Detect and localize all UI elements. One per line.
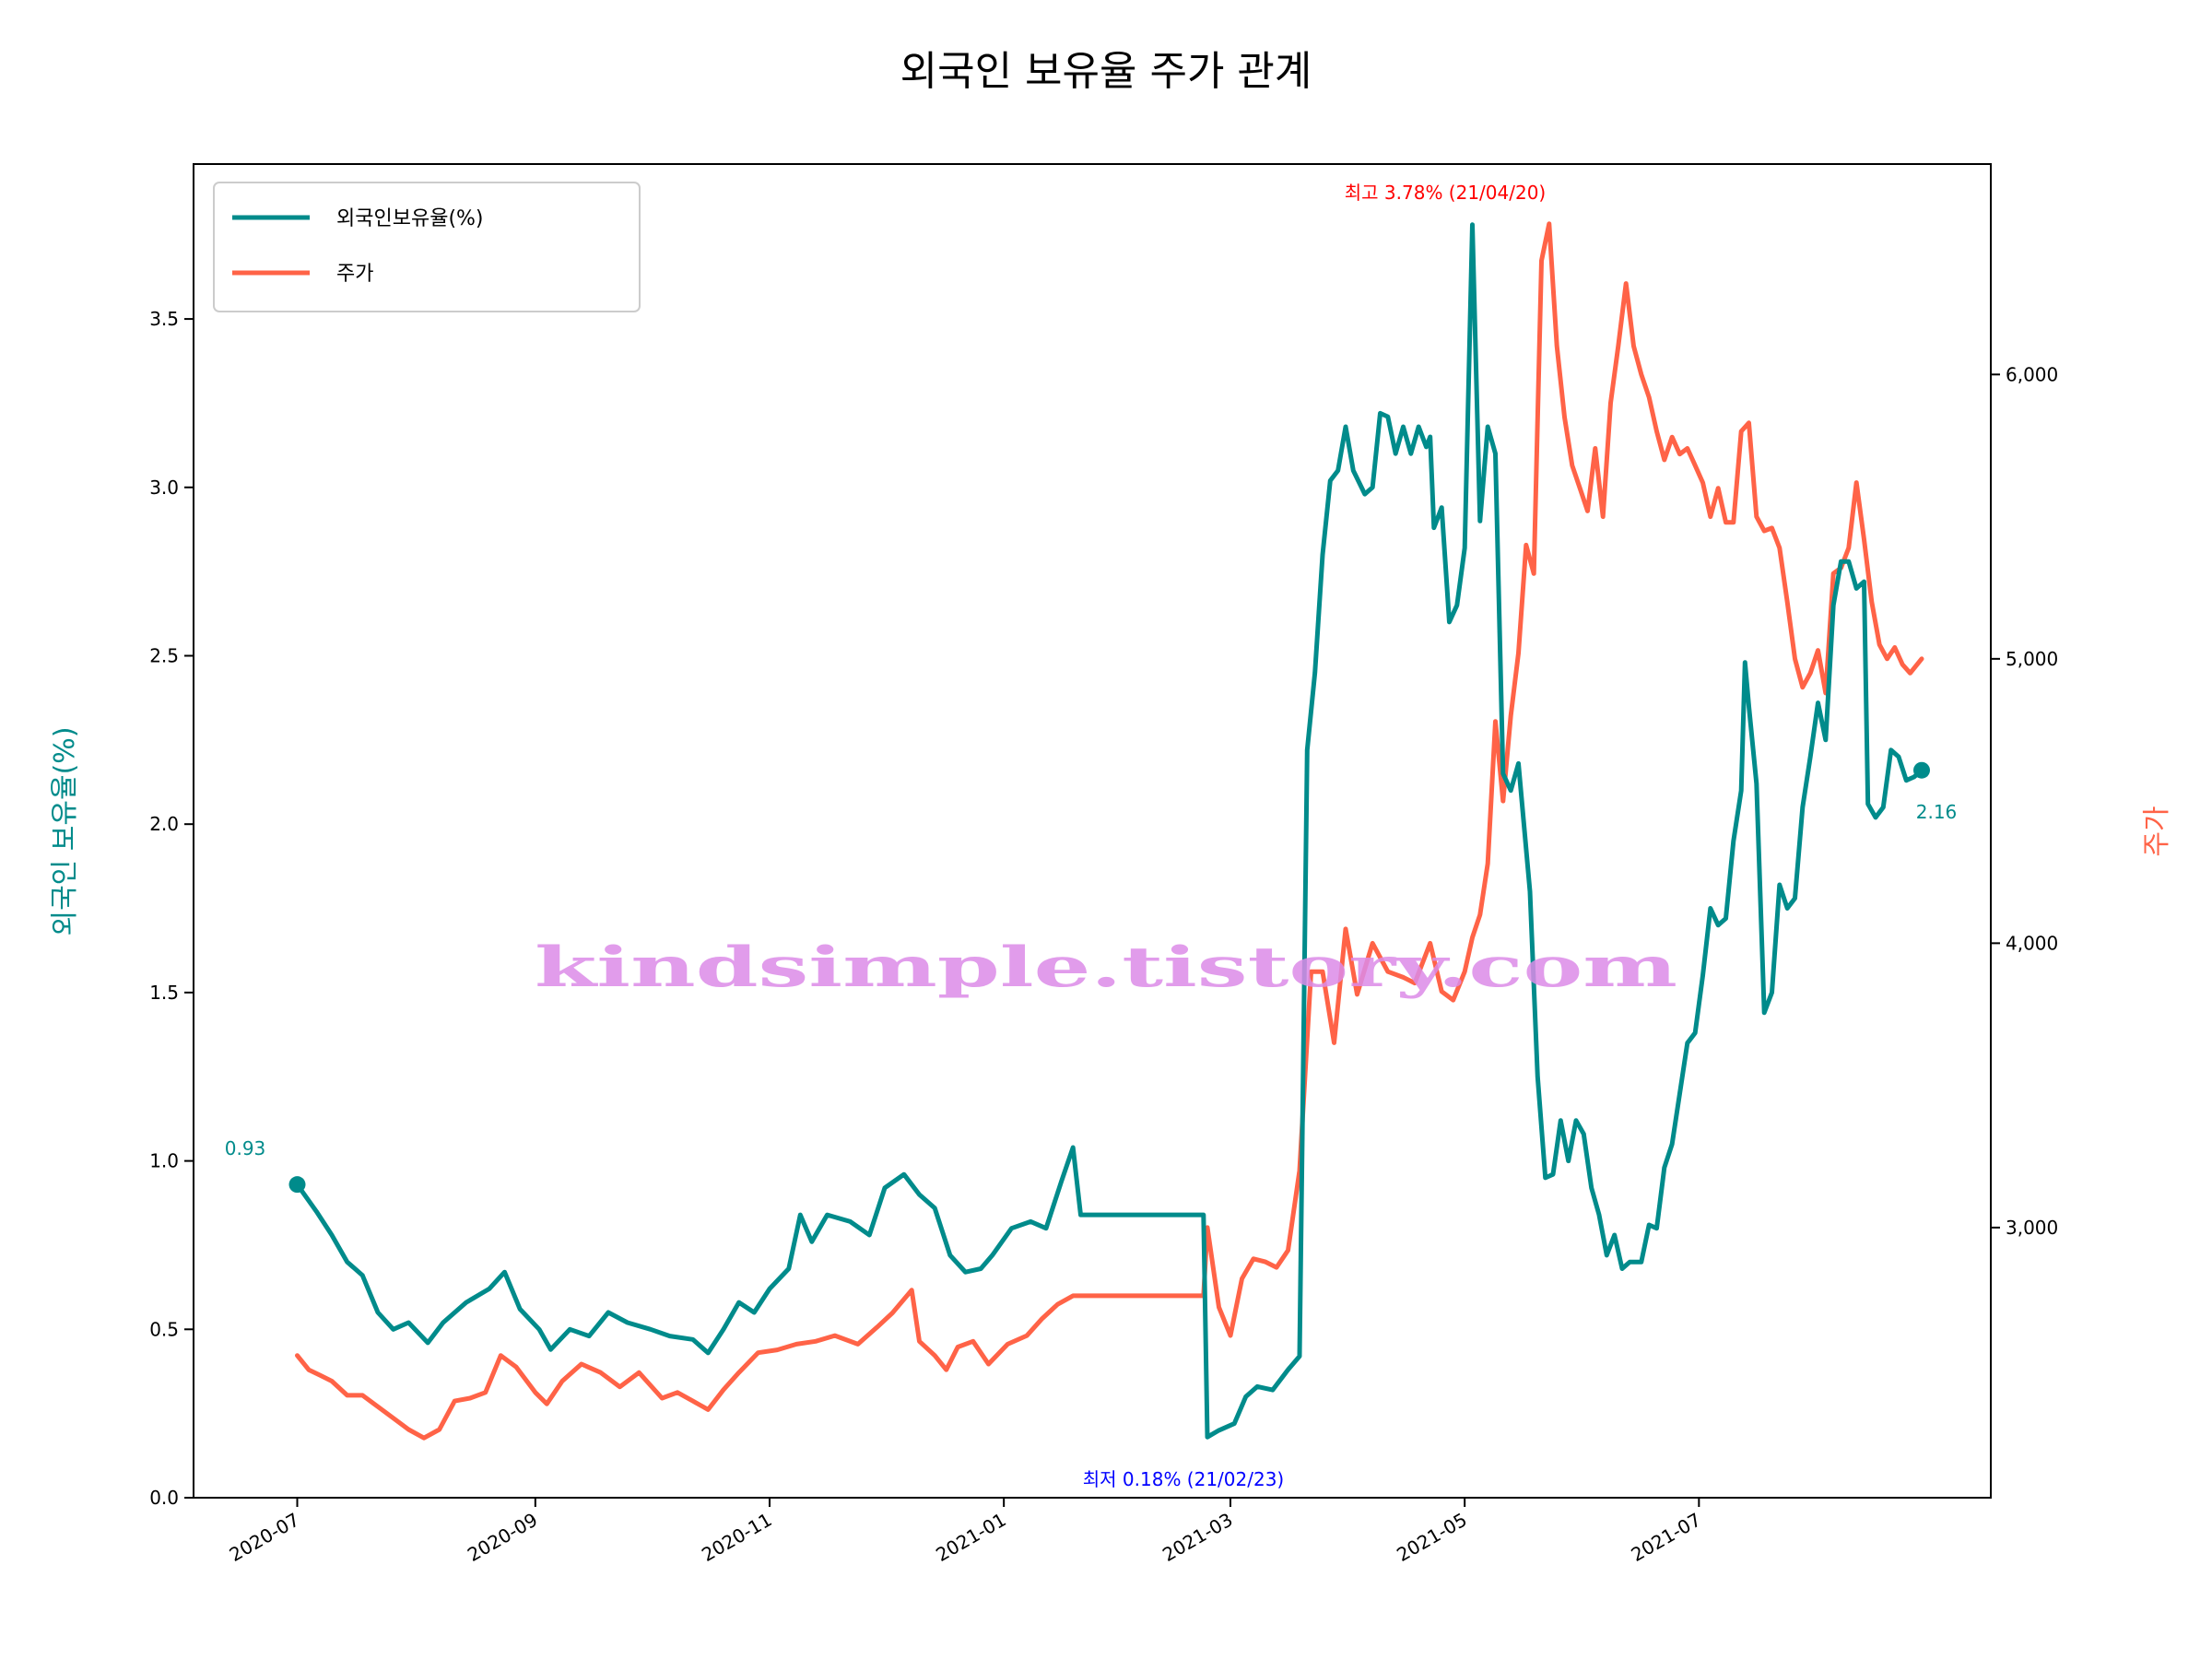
x-tick-label: 2020-11 bbox=[698, 1509, 775, 1567]
legend-label-ownership: 외국인보유율(%) bbox=[336, 207, 484, 230]
x-tick-label: 2020-09 bbox=[464, 1509, 541, 1567]
y-left-tick-label: 3.0 bbox=[149, 477, 179, 499]
y-left-tick-label: 0.0 bbox=[149, 1487, 179, 1509]
series-layer bbox=[288, 221, 1930, 1441]
x-tick-label: 2021-05 bbox=[1393, 1509, 1470, 1567]
y-left-tick-label: 1.5 bbox=[149, 982, 179, 1004]
min-annotation: 최저 0.18% (21/02/23) bbox=[1083, 1468, 1284, 1490]
y-left-tick-label: 2.0 bbox=[149, 813, 179, 835]
y-axis-right-label: 주가 bbox=[2141, 806, 2173, 856]
y-right-tick-label: 6,000 bbox=[2006, 363, 2058, 385]
y-right-tick-label: 4,000 bbox=[2006, 932, 2058, 954]
max-annotation: 최고 3.78% (21/04/20) bbox=[1345, 182, 1546, 204]
end-point-marker bbox=[1913, 761, 1930, 779]
x-tick-label: 2021-01 bbox=[932, 1509, 1009, 1567]
price-line bbox=[295, 221, 1924, 1441]
end-value-label: 2.16 bbox=[1916, 801, 1958, 823]
y-axis-left-label: 외국인 보유율(%) bbox=[49, 726, 81, 935]
start-value-label: 0.93 bbox=[225, 1137, 266, 1159]
y-left-tick-label: 0.5 bbox=[149, 1318, 179, 1340]
plot-area bbox=[193, 163, 1992, 1499]
x-axis: 2020-07 2020-09 2020-11 2021-01 2021-03 2021-… bbox=[226, 1498, 1705, 1566]
watermark: kindsimple.tistory.com bbox=[535, 935, 1677, 1000]
y-axis-left: 0.0 0.5 1.0 1.5 2.0 2.5 3.0 3.5 bbox=[149, 308, 194, 1509]
y-right-tick-label: 3,000 bbox=[2006, 1217, 2058, 1239]
ownership-line bbox=[295, 222, 1924, 1440]
y-right-tick-label: 5,000 bbox=[2006, 648, 2058, 670]
legend-box bbox=[213, 182, 641, 312]
y-left-tick-label: 1.0 bbox=[149, 1150, 179, 1172]
legend: 외국인보유율(%) 주가 bbox=[213, 182, 641, 312]
x-tick-label: 2021-03 bbox=[1159, 1509, 1236, 1567]
x-tick-label: 2021-07 bbox=[1627, 1509, 1704, 1567]
legend-label-price: 주가 bbox=[336, 263, 373, 286]
y-axis-right: 3,000 4,000 5,000 6,000 bbox=[1991, 363, 2058, 1239]
y-left-tick-label: 2.5 bbox=[149, 644, 179, 666]
start-point-marker bbox=[288, 1176, 306, 1194]
y-left-tick-label: 3.5 bbox=[149, 308, 179, 330]
chart-title: 외국인 보유율 주가 관계 bbox=[900, 48, 1312, 95]
x-tick-label: 2020-07 bbox=[226, 1509, 303, 1567]
